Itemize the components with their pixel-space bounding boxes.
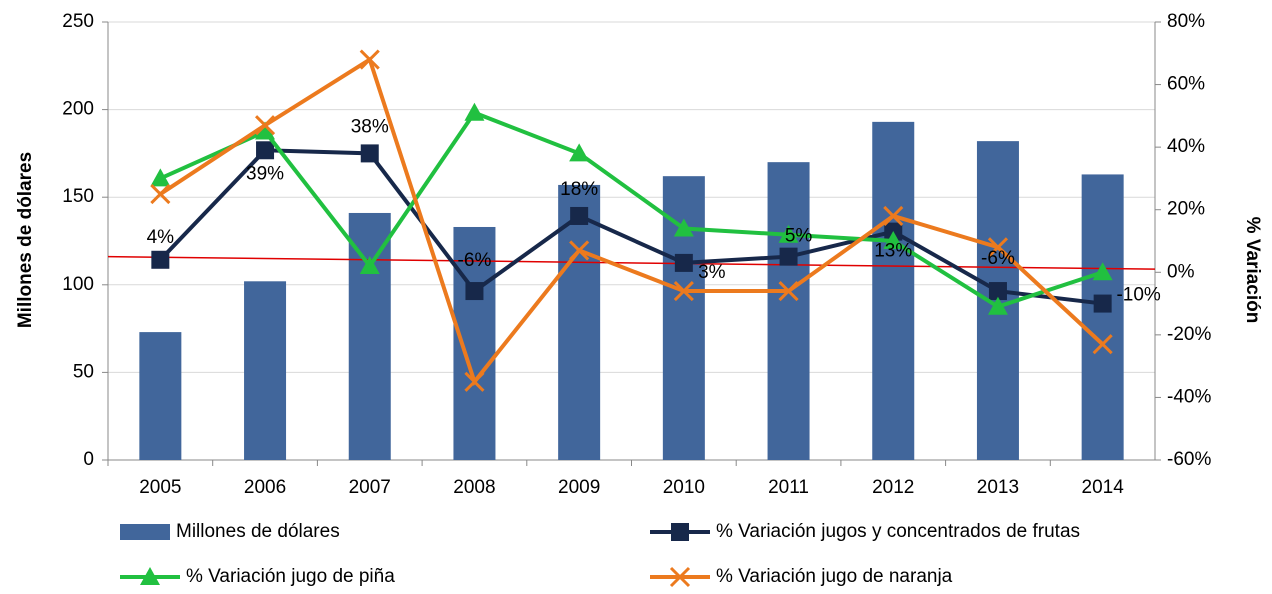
x-tick-label: 2006 xyxy=(244,477,286,498)
y-tick-label: 250 xyxy=(62,11,94,32)
marker xyxy=(673,280,694,302)
legend-marker xyxy=(671,523,689,541)
legend-marker xyxy=(140,567,160,585)
y-tick-label: 200 xyxy=(62,99,94,120)
bar xyxy=(1081,174,1124,460)
y2-tick-label: -60% xyxy=(1167,449,1211,470)
bar xyxy=(348,212,391,460)
marker xyxy=(570,206,589,225)
marker xyxy=(1092,334,1113,355)
marker xyxy=(150,168,171,187)
bar xyxy=(558,184,601,460)
marker xyxy=(673,218,694,237)
marker xyxy=(254,115,276,136)
marker xyxy=(360,144,379,163)
data-label: 18% xyxy=(560,179,598,200)
marker xyxy=(1093,294,1112,313)
data-label: 3% xyxy=(698,262,726,283)
y-tick-label: 0 xyxy=(83,449,94,470)
marker xyxy=(569,143,590,162)
line xyxy=(159,110,1104,309)
marker xyxy=(465,282,484,301)
bar xyxy=(767,162,810,460)
marker xyxy=(1092,262,1113,281)
data-label: 4% xyxy=(147,227,175,248)
x-tick-label: 2009 xyxy=(558,477,600,498)
bar xyxy=(139,332,182,460)
data-label: -6% xyxy=(981,248,1015,269)
marker xyxy=(359,256,380,275)
marker xyxy=(988,282,1007,301)
legend-swatch xyxy=(120,524,170,540)
x-tick-label: 2011 xyxy=(768,477,809,498)
x-tick-label: 2007 xyxy=(349,477,391,498)
data-label: 13% xyxy=(874,241,912,262)
marker xyxy=(778,224,799,243)
y2-tick-label: 0% xyxy=(1167,261,1195,282)
marker xyxy=(255,121,276,140)
marker xyxy=(569,240,590,261)
y-tick-label: 100 xyxy=(62,274,94,295)
legend-marker xyxy=(669,566,691,588)
y2-axis-title: % Variación xyxy=(1242,217,1263,324)
x-tick-label: 2010 xyxy=(663,477,705,498)
marker xyxy=(464,371,485,392)
data-label: -6% xyxy=(458,250,492,271)
bar xyxy=(872,121,915,460)
y-axis-title: Millones de dólares xyxy=(15,152,36,328)
data-label: 38% xyxy=(351,116,389,137)
marker xyxy=(987,237,1009,258)
legend-label: % Variación jugo de piña xyxy=(186,566,395,587)
trend-line xyxy=(107,255,1156,270)
marker xyxy=(464,102,485,121)
x-tick-label: 2008 xyxy=(453,477,495,498)
y2-tick-label: 40% xyxy=(1167,136,1205,157)
y2-tick-label: -40% xyxy=(1167,386,1211,407)
marker xyxy=(150,184,171,205)
marker xyxy=(987,296,1008,315)
line xyxy=(158,148,1103,306)
marker xyxy=(674,253,693,272)
marker xyxy=(883,231,904,249)
bar xyxy=(244,281,287,460)
marker xyxy=(256,141,275,160)
x-tick-label: 2014 xyxy=(1082,477,1125,498)
marker xyxy=(883,205,904,227)
legend-label: % Variación jugo de naranja xyxy=(716,566,953,587)
x-tick-label: 2013 xyxy=(977,477,1019,498)
marker xyxy=(779,247,798,266)
y2-tick-label: 80% xyxy=(1167,11,1205,32)
legend-label: % Variación jugos y concentrados de frut… xyxy=(716,521,1080,542)
y-tick-label: 150 xyxy=(62,186,94,207)
marker xyxy=(778,280,799,302)
y2-tick-label: 60% xyxy=(1167,74,1205,95)
x-tick-label: 2005 xyxy=(139,477,181,498)
data-label: -10% xyxy=(1116,285,1160,306)
y2-tick-label: 20% xyxy=(1167,199,1205,220)
data-label: 39% xyxy=(246,163,284,184)
legend-label: Millones de dólares xyxy=(176,521,340,542)
y2-tick-label: -20% xyxy=(1167,324,1211,345)
marker xyxy=(359,49,380,70)
marker xyxy=(151,250,170,269)
line xyxy=(159,56,1105,386)
x-tick-label: 2012 xyxy=(872,477,914,498)
y-tick-label: 50 xyxy=(73,361,94,382)
data-label: 5% xyxy=(785,226,813,247)
